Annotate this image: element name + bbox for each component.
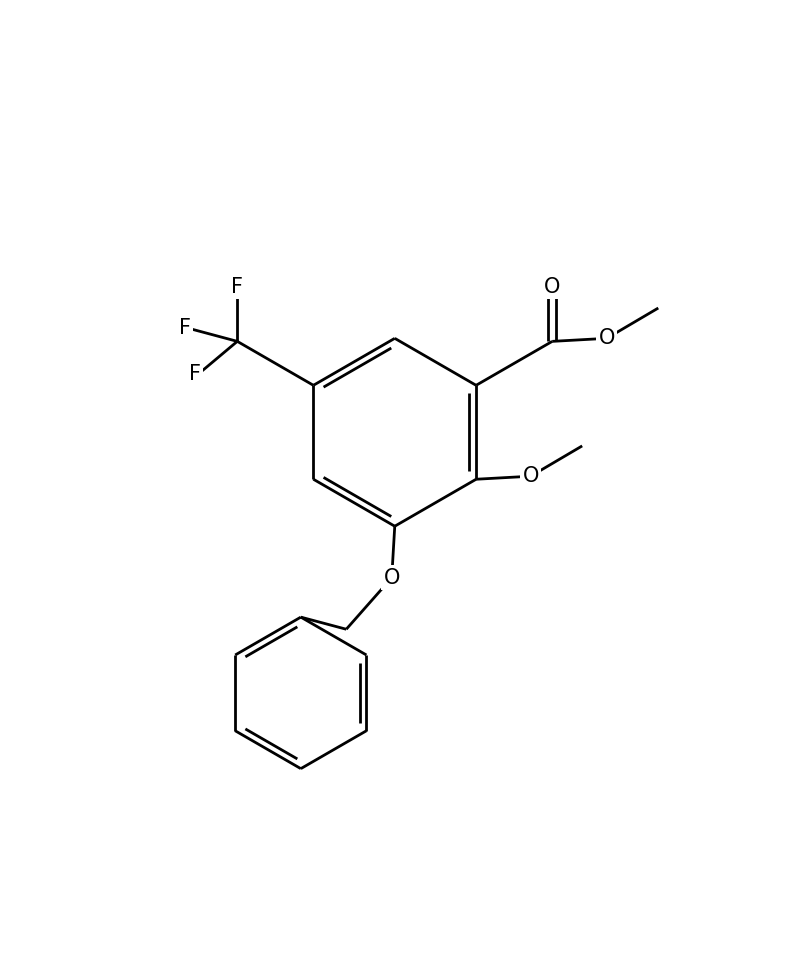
Text: O: O [599, 328, 615, 348]
Text: O: O [522, 467, 539, 486]
Text: F: F [189, 364, 201, 385]
Text: F: F [232, 277, 243, 297]
Text: F: F [179, 318, 191, 338]
Text: O: O [384, 568, 400, 588]
Text: O: O [544, 277, 560, 297]
